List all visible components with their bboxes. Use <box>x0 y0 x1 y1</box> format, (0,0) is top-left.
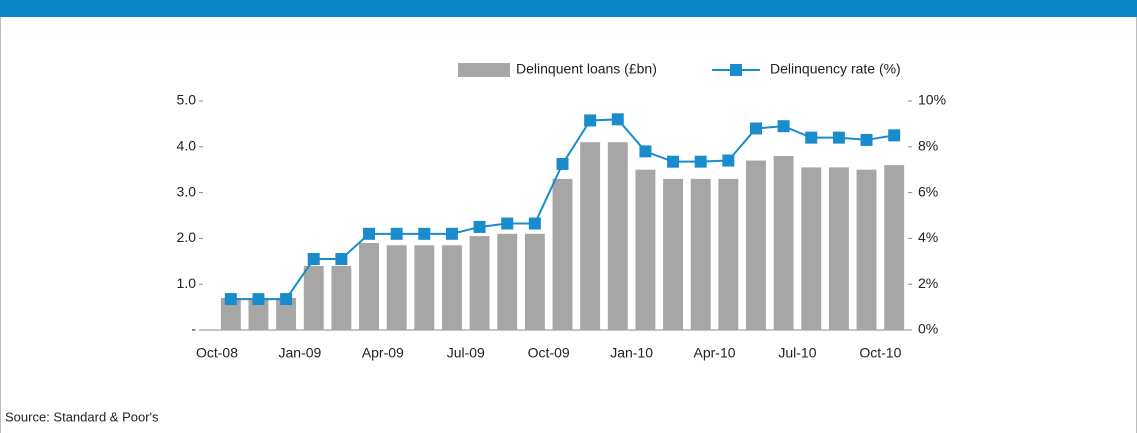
bar <box>441 245 462 330</box>
x-tick-label: Apr-09 <box>362 345 404 361</box>
bar <box>607 142 628 330</box>
bar <box>220 297 241 330</box>
rate-marker <box>528 217 541 230</box>
bar <box>331 265 352 330</box>
header-bar <box>0 0 1137 17</box>
bar <box>524 233 545 330</box>
rate-marker <box>888 129 901 142</box>
x-tick-label: Oct-08 <box>196 345 238 361</box>
y2-tick-label: 8% <box>918 138 938 154</box>
rate-marker <box>667 155 680 168</box>
bar <box>884 165 905 330</box>
rate-marker <box>390 227 403 240</box>
bar <box>386 245 407 330</box>
bar <box>580 142 601 330</box>
y-tick-label: 2.0 <box>177 229 197 245</box>
bar <box>718 178 739 330</box>
x-tick-label: Jul-10 <box>778 345 816 361</box>
bar <box>663 178 684 330</box>
y-tick-label: 4.0 <box>177 138 197 154</box>
x-tick-label: Oct-10 <box>859 345 901 361</box>
rate-marker <box>556 157 569 170</box>
y2-tick-label: 6% <box>918 183 938 199</box>
bar <box>359 242 379 330</box>
y-tick-label: 3.0 <box>177 183 197 199</box>
x-tick-label: Apr-10 <box>694 345 736 361</box>
bar <box>552 178 573 330</box>
rate-marker <box>335 253 348 266</box>
bar <box>856 169 877 330</box>
bar <box>497 233 518 330</box>
y-tick-label: 1.0 <box>177 275 197 291</box>
bar <box>690 178 711 330</box>
rate-marker <box>224 293 237 306</box>
rate-marker <box>252 293 265 306</box>
y2-tick-label: 2% <box>918 275 938 291</box>
y-tick-label: - <box>191 321 196 337</box>
rate-marker <box>639 145 652 158</box>
bar <box>635 169 656 330</box>
bar <box>801 167 822 330</box>
rate-marker <box>777 120 790 133</box>
x-tick-label: Jan-10 <box>610 345 653 361</box>
rate-marker <box>749 122 762 135</box>
legend-label: Delinquency rate (%) <box>770 61 901 77</box>
y-tick-label: 5.0 <box>177 92 197 108</box>
x-tick-label: Oct-09 <box>528 345 570 361</box>
legend-swatch <box>458 63 510 77</box>
rate-marker <box>584 114 597 127</box>
rate-marker <box>307 253 320 266</box>
y2-tick-label: 4% <box>918 229 938 245</box>
x-tick-label: Jul-09 <box>447 345 485 361</box>
bar <box>469 236 490 330</box>
rate-marker <box>805 131 818 144</box>
rate-marker <box>363 227 376 240</box>
rate-marker <box>280 293 293 306</box>
bar <box>773 155 794 330</box>
bar <box>276 297 297 330</box>
legend-label: Delinquent loans (£bn) <box>516 61 657 77</box>
y2-tick-label: 10% <box>918 92 946 108</box>
y2-tick-label: 0% <box>918 321 938 337</box>
rate-marker <box>501 217 514 230</box>
rate-marker <box>860 133 873 146</box>
rate-marker <box>694 155 707 168</box>
rate-marker <box>445 227 458 240</box>
bar <box>746 160 766 330</box>
bar <box>828 167 849 330</box>
rate-marker <box>473 220 486 233</box>
rate-marker <box>418 227 431 240</box>
bar <box>248 297 269 330</box>
source-note: Source: Standard & Poor's <box>5 409 159 424</box>
bar <box>303 265 324 330</box>
legend-swatch <box>730 64 742 76</box>
x-tick-label: Jan-09 <box>279 345 322 361</box>
bar <box>414 245 435 330</box>
rate-marker <box>722 154 735 167</box>
rate-marker <box>611 113 624 126</box>
rate-marker <box>832 131 845 144</box>
